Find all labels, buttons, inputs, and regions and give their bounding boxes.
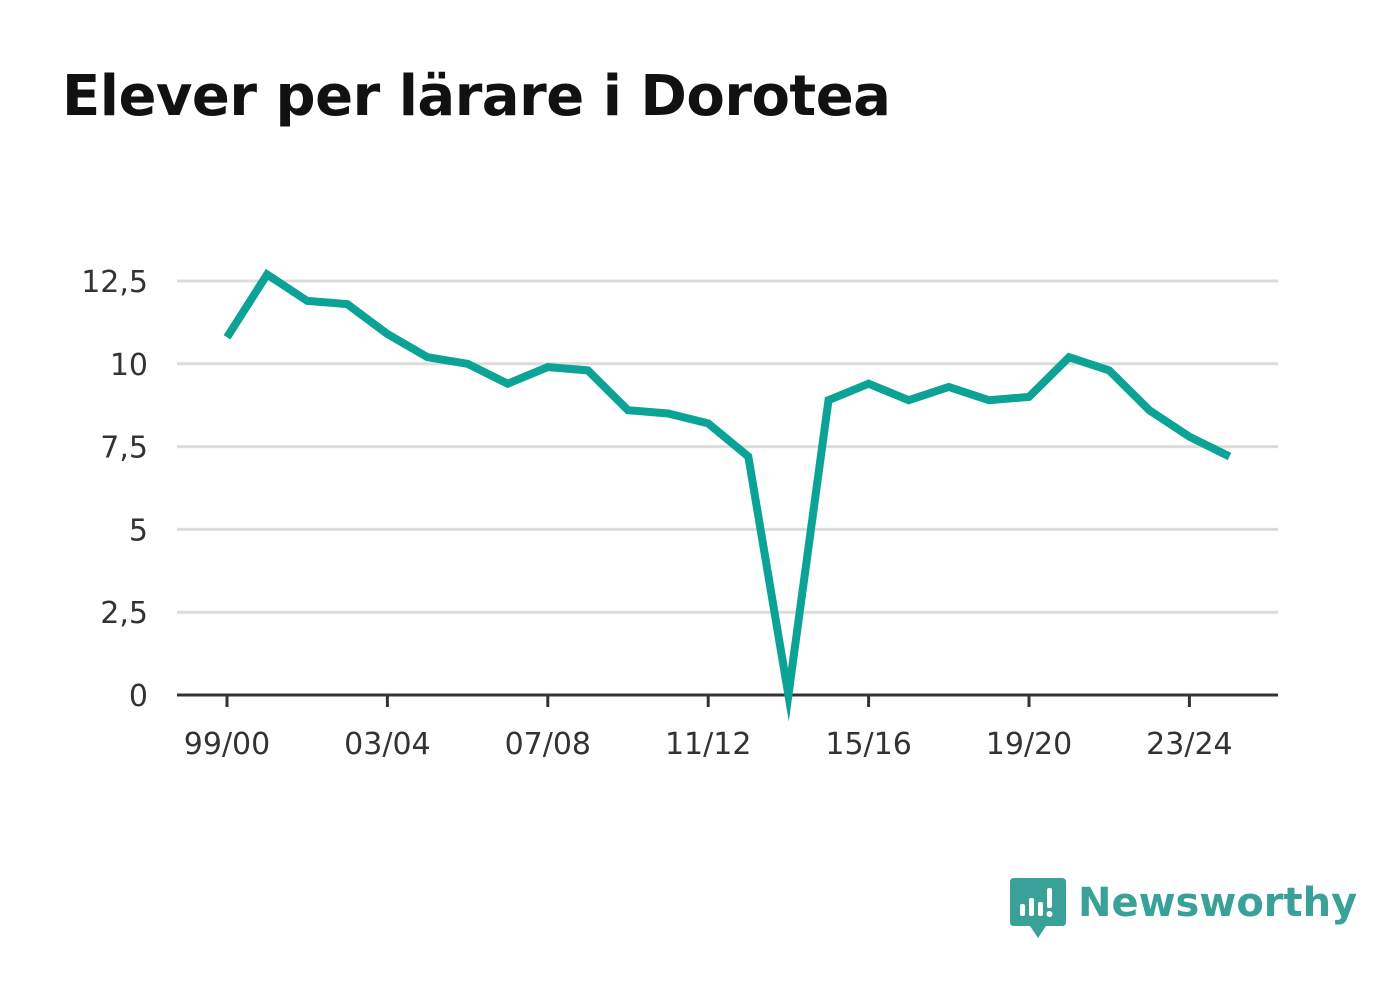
y-tick-label: 12,5: [81, 265, 148, 300]
series-line: [223, 268, 1232, 722]
x-tick-label: 15/16: [825, 727, 911, 762]
series-lines: [223, 268, 1232, 722]
x-tick-label: 11/12: [665, 727, 751, 762]
y-tick-label: 0: [129, 679, 148, 714]
y-tick-label: 7,5: [100, 431, 148, 466]
x-tick-label: 99/00: [184, 727, 270, 762]
x-tick-label: 03/04: [344, 727, 430, 762]
y-tick-label: 2,5: [100, 596, 148, 631]
x-axis: 99/00 03/04 07/08 11/12 15/16 19/20 23/24: [177, 693, 1278, 762]
x-tick-label: 07/08: [505, 727, 591, 762]
gridlines: [177, 279, 1278, 614]
y-tick-label: 5: [129, 513, 148, 548]
x-tick-label: 23/24: [1146, 727, 1232, 762]
newsworthy-logo-icon: [1010, 878, 1066, 938]
chart-title: Elever per lärare i Dorotea: [62, 64, 891, 129]
y-tick-label: 10: [110, 348, 148, 383]
y-axis-tick-labels: 0 2,5 5 7,5 10 12,5: [81, 265, 148, 714]
x-tick-label: 19/20: [986, 727, 1072, 762]
brand-name: Newsworthy: [1078, 880, 1358, 926]
